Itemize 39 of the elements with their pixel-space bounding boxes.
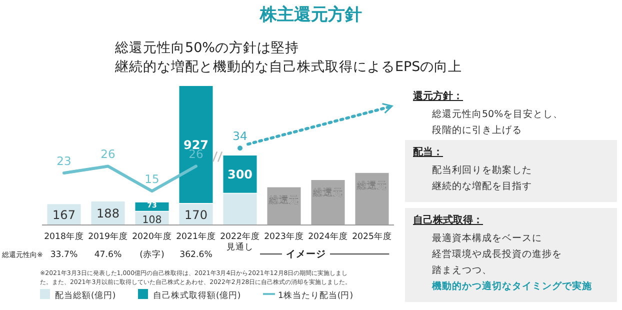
x-tick-label: 2025年度	[352, 231, 392, 242]
legend-label: 配当総額(億円)	[55, 290, 116, 301]
text: 継続的な増配と機動的な自己株式取得によるEPSの向上	[114, 58, 462, 75]
text: 362.6%	[180, 250, 212, 260]
data-label: 34	[232, 129, 248, 144]
x-tick-label: 2018年度	[44, 231, 84, 242]
x-tick-label: 2024年度	[308, 231, 348, 242]
data-label: 170	[184, 208, 208, 222]
data-label: 23	[56, 154, 72, 168]
text: (赤字)	[140, 249, 164, 260]
data-label: 108	[142, 215, 162, 226]
data-label: 26	[100, 147, 116, 162]
x-tick-label: 2020年度	[132, 231, 172, 242]
x-tick-label: 2022年度見通し	[220, 231, 260, 252]
text: 総還元性向50%を目安とし、	[431, 108, 564, 120]
text: 経営環境や成長投資の進捗を	[431, 248, 562, 260]
x-tick-label: 2023年度	[264, 231, 304, 242]
chart-title: 株主還元方針	[259, 5, 362, 25]
text: 機動的かつ適切なタイミングで実施	[431, 280, 593, 292]
data-label: 167	[52, 208, 76, 222]
text: 踏まえつつ、	[432, 264, 492, 276]
text: 最適資本構成をベースに	[432, 232, 542, 244]
x-tick-label: 2019年度	[88, 231, 128, 242]
text: 配当利回りを勘案した	[432, 164, 532, 176]
text: 47.6%	[94, 250, 122, 260]
text: 段階的に引き上げる	[432, 124, 522, 136]
x-tick-label: 2021年度	[176, 231, 216, 242]
text: 継続的な増配を目指す	[431, 180, 532, 192]
text: 配当：	[413, 146, 443, 158]
text: 還元方針：	[412, 90, 463, 102]
data-label: 300	[227, 168, 253, 182]
legend-label: 1株当たり配当(円)	[278, 290, 354, 301]
text: 自己株式取得：	[413, 214, 483, 226]
text: イメージ	[286, 249, 326, 260]
legend-label: 自己株式取得額(億円)	[153, 290, 241, 301]
data-label: 188	[96, 206, 120, 221]
data-label: 15	[144, 172, 160, 186]
text: 33.7%	[50, 250, 78, 260]
chart-subtitle: 総還元性向50%の方針は堅持	[114, 40, 300, 56]
